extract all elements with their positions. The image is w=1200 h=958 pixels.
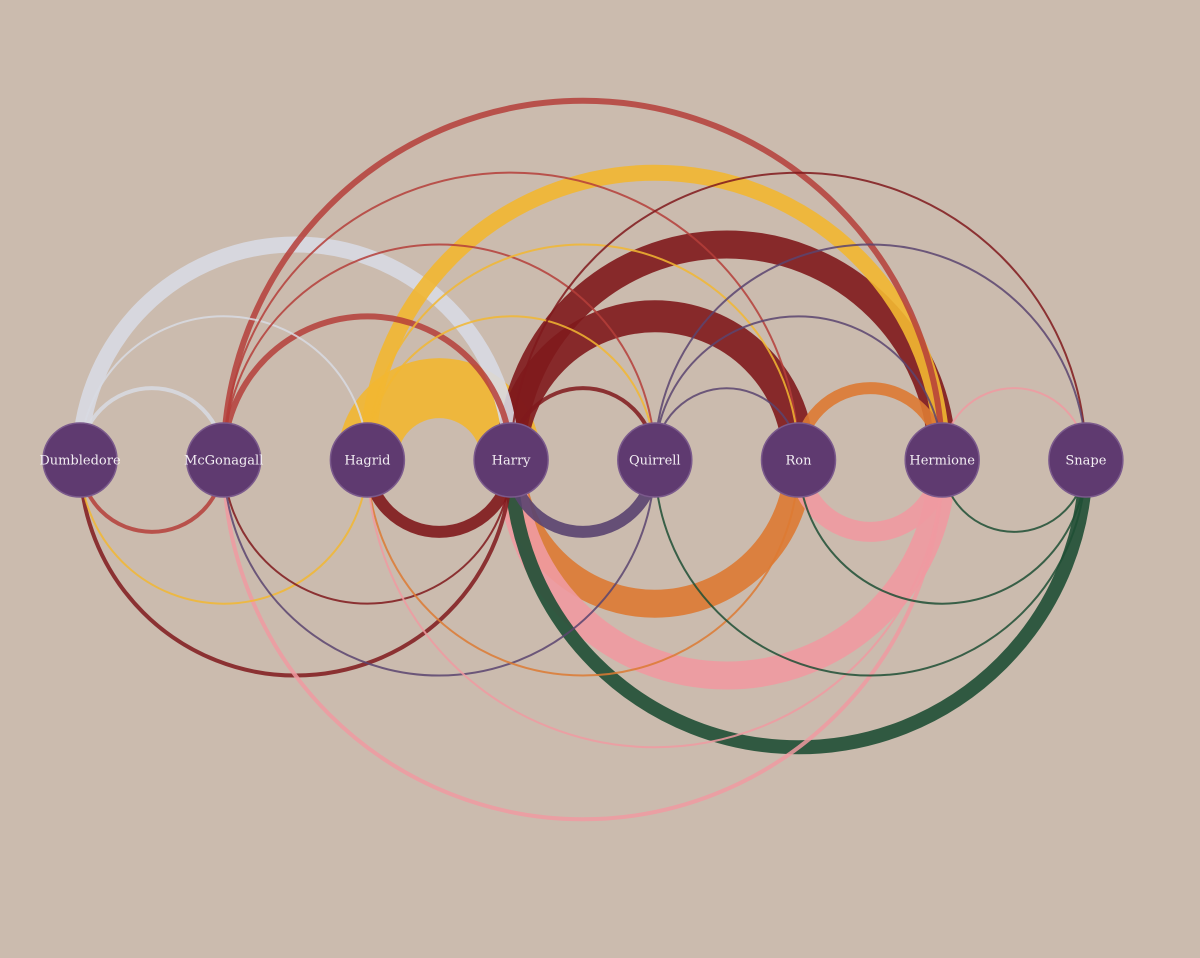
arc-mcgonagall-ron-top [222, 171, 800, 461]
arc-mcgonagall-quirrell-top [222, 243, 656, 461]
node-circle [42, 422, 118, 498]
node-circle [1048, 422, 1124, 498]
node-label: McGonagall [184, 454, 263, 469]
arc-dumbledore-harry-top [72, 236, 520, 461]
node-label: Quirrell [629, 454, 681, 469]
node-label: Harry [492, 454, 532, 469]
node-circle [185, 422, 262, 498]
arc-quirrell-hermione-top [653, 315, 944, 461]
arc-mcgonagall-hermione-top [220, 97, 946, 461]
node-circle [473, 422, 549, 498]
node-label: Hagrid [344, 454, 390, 469]
arc-mcgonagall-harry-top [220, 313, 515, 461]
arc-mcgonagall-harry-bottom [222, 459, 513, 605]
arc-mcgonagall-hermione-bottom [221, 459, 945, 822]
node-layer: Dumbledore McGonagall Hagrid Harry Quirr… [39, 422, 1124, 498]
node-circle [617, 422, 693, 498]
arc-hagrid-hermione-top [359, 164, 951, 461]
arc-hagrid-hermione-bottom [366, 459, 944, 749]
node-harry[interactable]: Harry [473, 422, 549, 498]
node-snape[interactable]: Snape [1048, 422, 1124, 498]
arc-quirrell-snape-top [653, 243, 1087, 461]
arc-ron-snape-bottom [797, 459, 1087, 605]
node-circle [760, 422, 837, 498]
arc-dumbledore-harry-bottom [78, 459, 514, 678]
arc-hagrid-ron-bottom [366, 459, 800, 677]
arc-hagrid-quirrell-top [366, 315, 656, 461]
arc-harry-snape-top [510, 171, 1087, 461]
node-circle [904, 422, 980, 498]
node-circle [329, 422, 406, 498]
arc-dumbledore-hagrid-top [79, 315, 369, 461]
node-dumbledore[interactable]: Dumbledore [39, 422, 121, 498]
node-label: Hermione [909, 454, 975, 469]
node-hermione[interactable]: Hermione [904, 422, 980, 498]
arc-quirrell-snape-bottom [653, 459, 1087, 677]
node-mcgonagall[interactable]: McGonagall [184, 422, 263, 498]
node-label: Dumbledore [39, 454, 121, 469]
node-label: Snape [1065, 454, 1106, 469]
arc-mcgonagall-quirrell-bottom [222, 459, 656, 677]
arc-dumbledore-hagrid-bottom [79, 459, 369, 605]
node-label: Ron [786, 454, 813, 469]
node-hagrid[interactable]: Hagrid [329, 422, 406, 498]
node-ron[interactable]: Ron [760, 422, 837, 498]
node-quirrell[interactable]: Quirrell [617, 422, 693, 498]
arc-hagrid-ron-top [366, 243, 800, 461]
